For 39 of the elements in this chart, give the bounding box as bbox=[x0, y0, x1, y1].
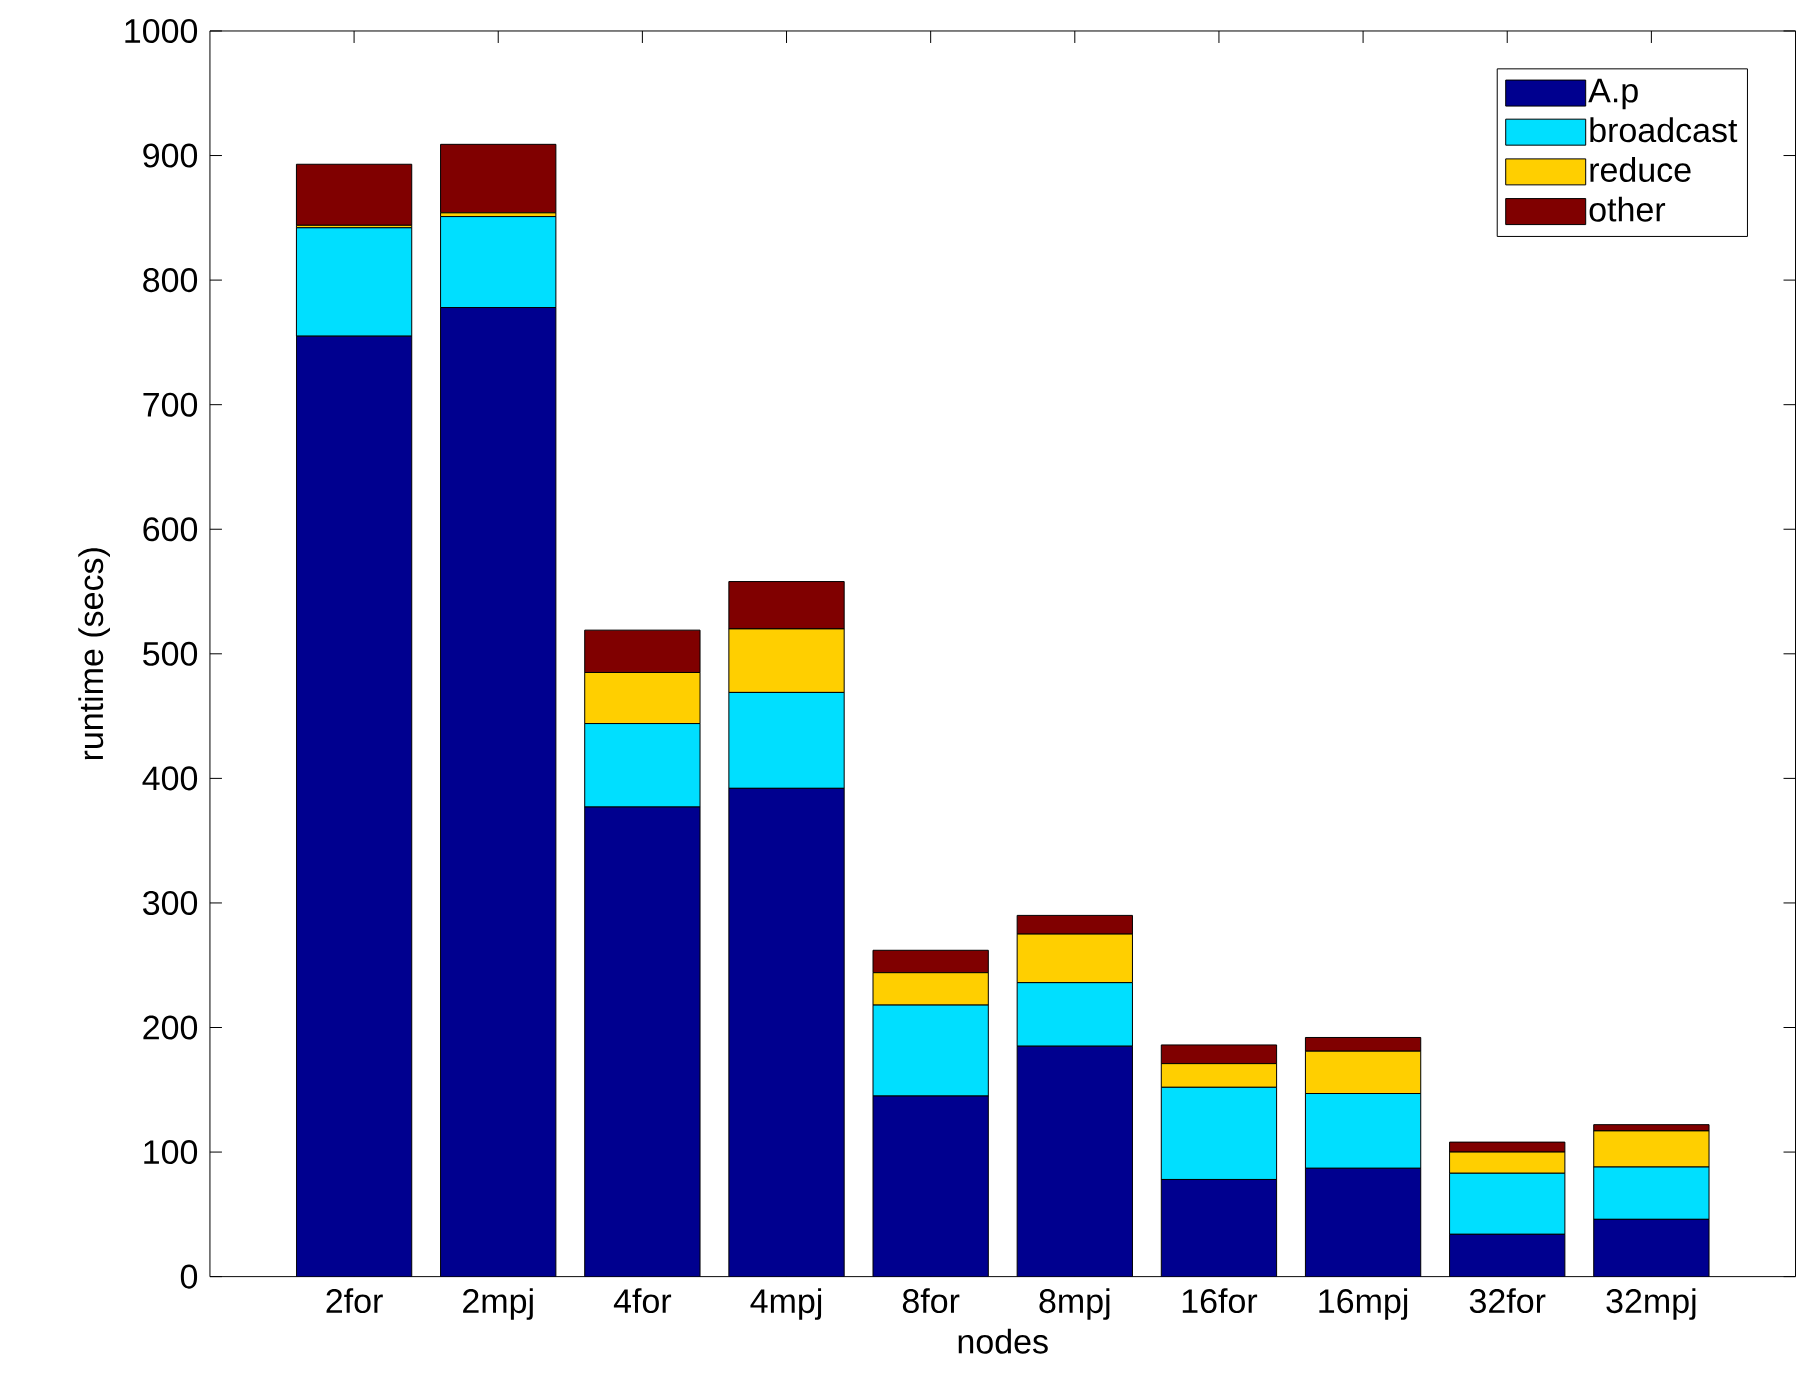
bar bbox=[440, 307, 556, 1277]
x-tick-label: 8mpj bbox=[1039, 1288, 1110, 1321]
bar bbox=[584, 807, 701, 1277]
y-tick-label: 100 bbox=[144, 1140, 198, 1165]
x-tick-label: 32for bbox=[1469, 1288, 1546, 1314]
y-tick-label: 1000 bbox=[125, 19, 198, 44]
bar bbox=[295, 163, 413, 226]
y-tick-label: 700 bbox=[143, 392, 198, 417]
x-tick-label: 16for bbox=[1182, 1288, 1258, 1314]
x-tick-label: 4for bbox=[613, 1288, 672, 1314]
legend-label: other bbox=[1589, 196, 1666, 222]
y-tick-label: 0 bbox=[180, 1264, 198, 1289]
bar bbox=[1593, 1219, 1710, 1277]
x-tick-label: 2for bbox=[326, 1288, 383, 1314]
x-tick-label: 2mpj bbox=[463, 1288, 533, 1321]
x-tick-label: 16mpj bbox=[1319, 1288, 1408, 1321]
bar bbox=[296, 336, 412, 1277]
y-tick-label: 600 bbox=[143, 517, 198, 542]
y-tick-label: 200 bbox=[143, 1015, 198, 1040]
bar bbox=[873, 1096, 989, 1277]
legend-label: A.p bbox=[1588, 79, 1638, 110]
y-tick-label: 900 bbox=[143, 143, 198, 168]
x-axis-title: nodes bbox=[958, 1328, 1048, 1354]
y-tick-label: 800 bbox=[143, 268, 198, 293]
x-tick-label: 8for bbox=[902, 1288, 960, 1314]
y-axis-title: runtime (secs) bbox=[78, 548, 110, 760]
bar bbox=[440, 144, 557, 214]
y-tick-label: 400 bbox=[142, 766, 198, 791]
bar bbox=[1017, 1046, 1133, 1277]
legend-label: reduce bbox=[1590, 157, 1691, 183]
bar bbox=[1305, 1168, 1421, 1277]
y-tick-label: 300 bbox=[143, 891, 198, 916]
legend-label: broadcast bbox=[1590, 117, 1738, 143]
x-tick-label: 32mpj bbox=[1606, 1288, 1696, 1321]
y-tick-label: 500 bbox=[143, 641, 198, 667]
bar bbox=[1449, 1234, 1565, 1277]
bar bbox=[728, 788, 845, 1277]
bar bbox=[1161, 1179, 1277, 1277]
x-tick-label: 4mpj bbox=[750, 1288, 822, 1321]
